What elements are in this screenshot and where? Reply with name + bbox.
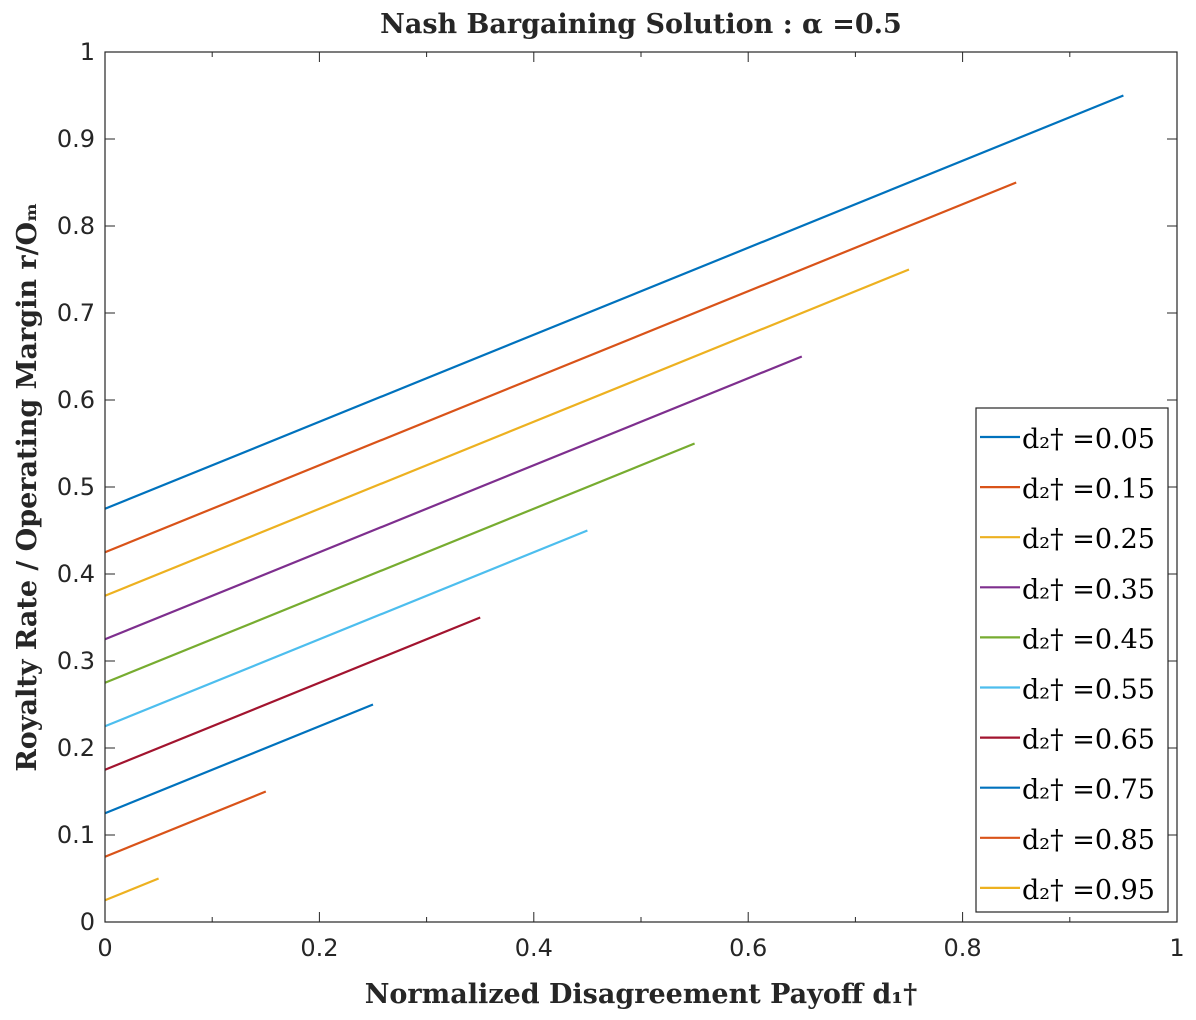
y-tick-label: 0.7: [57, 299, 95, 327]
series-line-8: [104, 790, 267, 858]
legend-label: d₂† =0.65: [1022, 725, 1155, 756]
series-line-3: [104, 355, 803, 641]
x-tick-label: 0.4: [515, 934, 553, 962]
y-tick-label: 0.2: [57, 734, 95, 762]
series-line-9: [104, 877, 160, 902]
legend-label: d₂† =0.05: [1022, 424, 1155, 455]
series-line-4: [104, 442, 696, 684]
y-tick-label: 0.1: [57, 821, 95, 849]
y-tick-label: 0.8: [57, 212, 95, 240]
chart-title: Nash Bargaining Solution : α =0.5: [380, 9, 902, 40]
legend-label: d₂† =0.85: [1022, 825, 1155, 856]
legend-label: d₂† =0.75: [1022, 775, 1155, 806]
x-tick-label: 0.6: [729, 934, 767, 962]
series-line-7: [104, 703, 374, 815]
legend-label: d₂† =0.45: [1022, 624, 1155, 655]
x-tick-label: 0.2: [300, 934, 338, 962]
y-tick-label: 0.5: [57, 473, 95, 501]
x-tick-label: 0: [97, 934, 112, 962]
legend-label: d₂† =0.55: [1022, 675, 1155, 706]
y-tick-label: 0.3: [57, 647, 95, 675]
legend-label: d₂† =0.95: [1022, 875, 1155, 906]
x-tick-label: 1: [1169, 934, 1184, 962]
series-line-5: [104, 529, 588, 728]
legend-box: [975, 407, 1169, 913]
series-line-0: [104, 94, 1124, 510]
y-tick-label: 0.4: [57, 560, 95, 588]
series-line-6: [104, 616, 481, 771]
series-line-2: [104, 268, 910, 597]
y-tick-label: 1: [80, 38, 95, 66]
legend-label: d₂† =0.15: [1022, 474, 1155, 505]
y-tick-label: 0: [80, 908, 95, 936]
legend-label: d₂† =0.25: [1022, 524, 1155, 555]
y-axis-label: Royalty Rate / Operating Margin r/Oₘ: [12, 202, 43, 771]
x-axis-label: Normalized Disagreement Payoff d₁†: [365, 979, 918, 1010]
y-tick-label: 0.6: [57, 386, 95, 414]
series-line-1: [104, 181, 1017, 554]
plot-box: [104, 51, 1178, 923]
x-tick-label: 0.8: [944, 934, 982, 962]
legend: d₂† =0.05 d₂† =0.15 d₂† =0.25 d₂† =0.35 d₂† …: [975, 407, 1169, 913]
y-tick-label: 0.9: [57, 125, 95, 153]
legend-label: d₂† =0.35: [1022, 574, 1155, 605]
